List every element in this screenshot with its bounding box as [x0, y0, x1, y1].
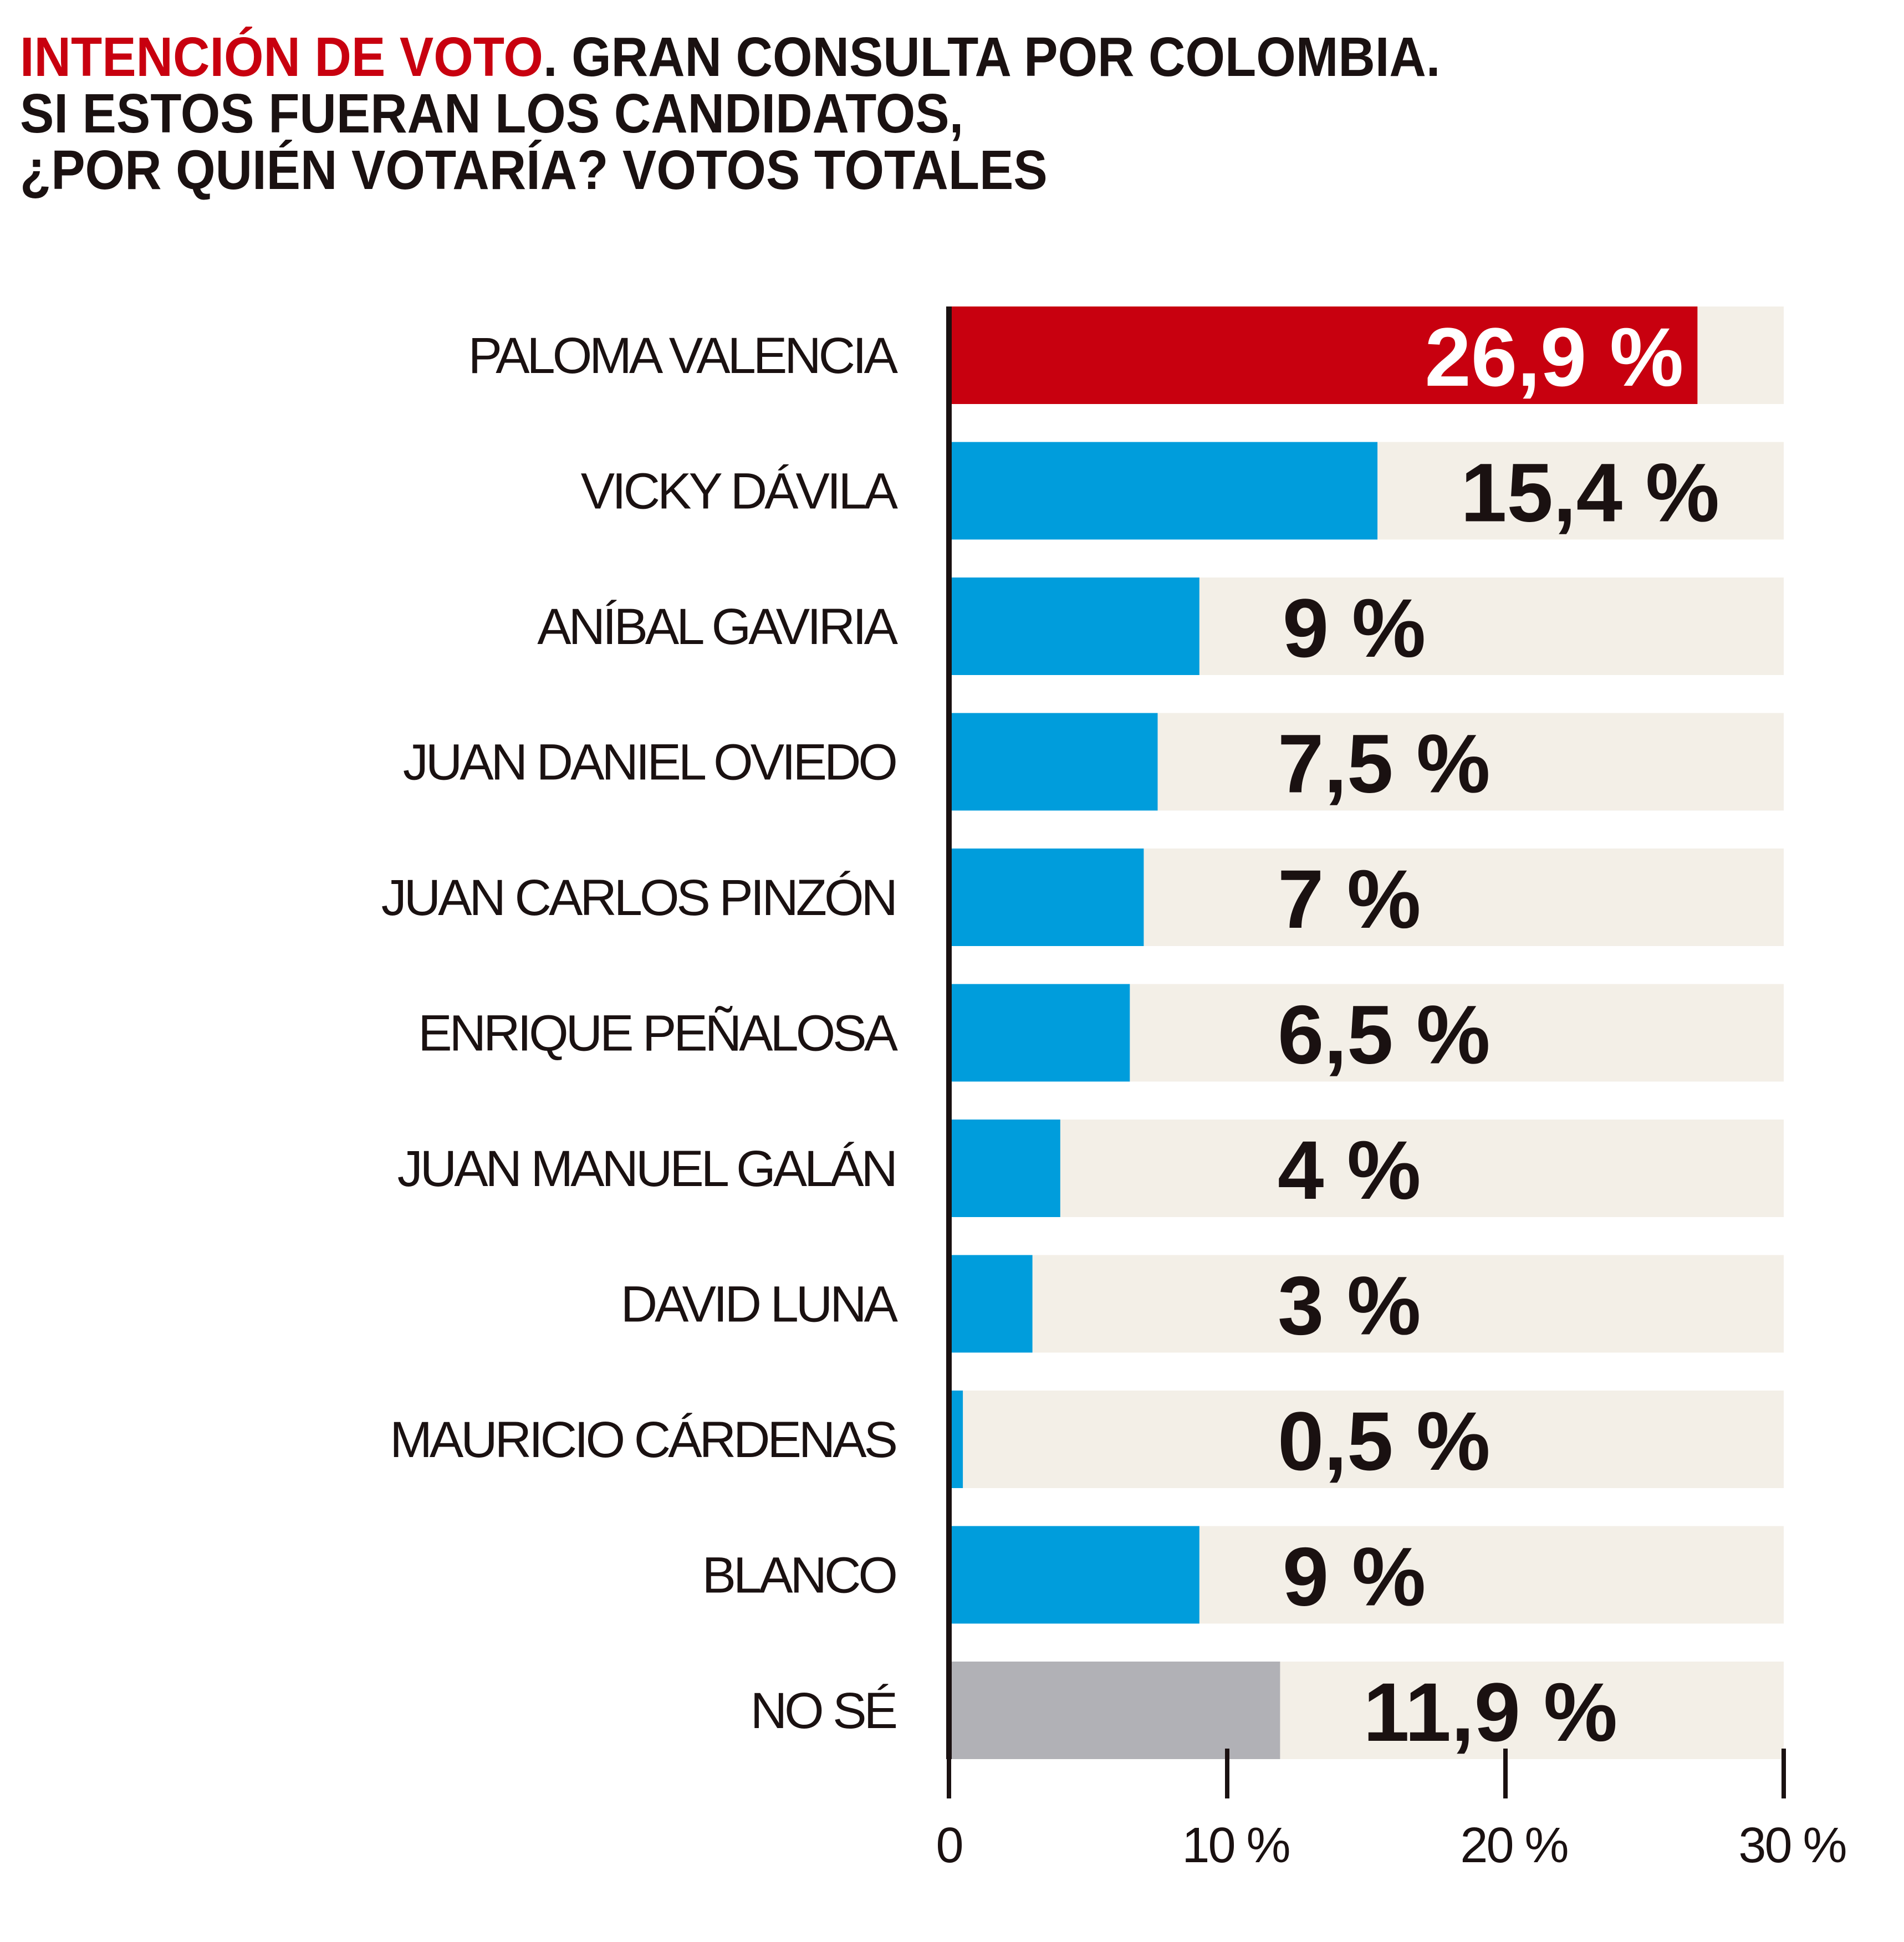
value-label: 11,9 % [1363, 1665, 1617, 1759]
value-label: 7,5 % [1278, 717, 1490, 810]
bar [949, 984, 1130, 1082]
value-label: 26,9 % [1425, 310, 1683, 403]
value-label: 7 % [1278, 852, 1421, 946]
value-label: 6,5 % [1278, 988, 1490, 1081]
title-line-1: INTENCIÓN DE VOTO. GRAN CONSULTA POR COL… [20, 29, 1703, 85]
chart-title: INTENCIÓN DE VOTO. GRAN CONSULTA POR COL… [20, 29, 1703, 198]
x-tick-label: 20 % [1460, 1818, 1567, 1873]
bar [949, 849, 1144, 946]
category-label: NO SÉ [751, 1683, 896, 1739]
title-line-2: SI ESTOS FUERAN LOS CANDIDATOS, [20, 83, 964, 145]
category-label: PALOMA VALENCIA [468, 328, 899, 384]
category-label: ANÍBAL GAVIRIA [537, 599, 898, 655]
category-label: ENRIQUE PEÑALOSA [418, 1005, 898, 1062]
category-label: JUAN DANIEL OVIEDO [403, 734, 896, 791]
bar [949, 1526, 1199, 1624]
value-label: 9 % [1283, 581, 1426, 674]
value-label: 0,5 % [1278, 1394, 1490, 1488]
x-tick-label: 30 % [1738, 1818, 1845, 1873]
bar-track [949, 1255, 1784, 1353]
bar [949, 1255, 1033, 1353]
category-label: JUAN CARLOS PINZÓN [381, 870, 895, 926]
value-label: 9 % [1283, 1530, 1426, 1623]
bar [949, 306, 1698, 404]
category-label: BLANCO [702, 1547, 896, 1604]
category-label: JUAN MANUEL GALÁN [397, 1141, 895, 1197]
x-tick-label: 10 % [1182, 1818, 1289, 1873]
value-label: 4 % [1278, 1123, 1421, 1217]
value-label: 15,4 % [1461, 446, 1719, 539]
bar [949, 442, 1378, 540]
bar-track [949, 1120, 1784, 1217]
bar [949, 1120, 1060, 1217]
x-tick-label: 0 [936, 1818, 962, 1873]
bar [949, 713, 1158, 811]
category-label: DAVID LUNA [621, 1276, 899, 1333]
value-label: 3 % [1278, 1259, 1421, 1352]
title-accent: INTENCIÓN DE VOTO [20, 26, 543, 88]
bar [949, 578, 1199, 675]
category-label: MAURICIO CÁRDENAS [390, 1412, 896, 1468]
bar-track [949, 1391, 1784, 1488]
category-label: VICKY DÁVILA [581, 463, 899, 520]
bar [949, 1662, 1280, 1759]
title-line-3: ¿POR QUIÉN VOTARÍA? VOTOS TOTALES [20, 139, 1048, 201]
title-line-1-rest: . GRAN CONSULTA POR COLOMBIA. [543, 26, 1441, 88]
